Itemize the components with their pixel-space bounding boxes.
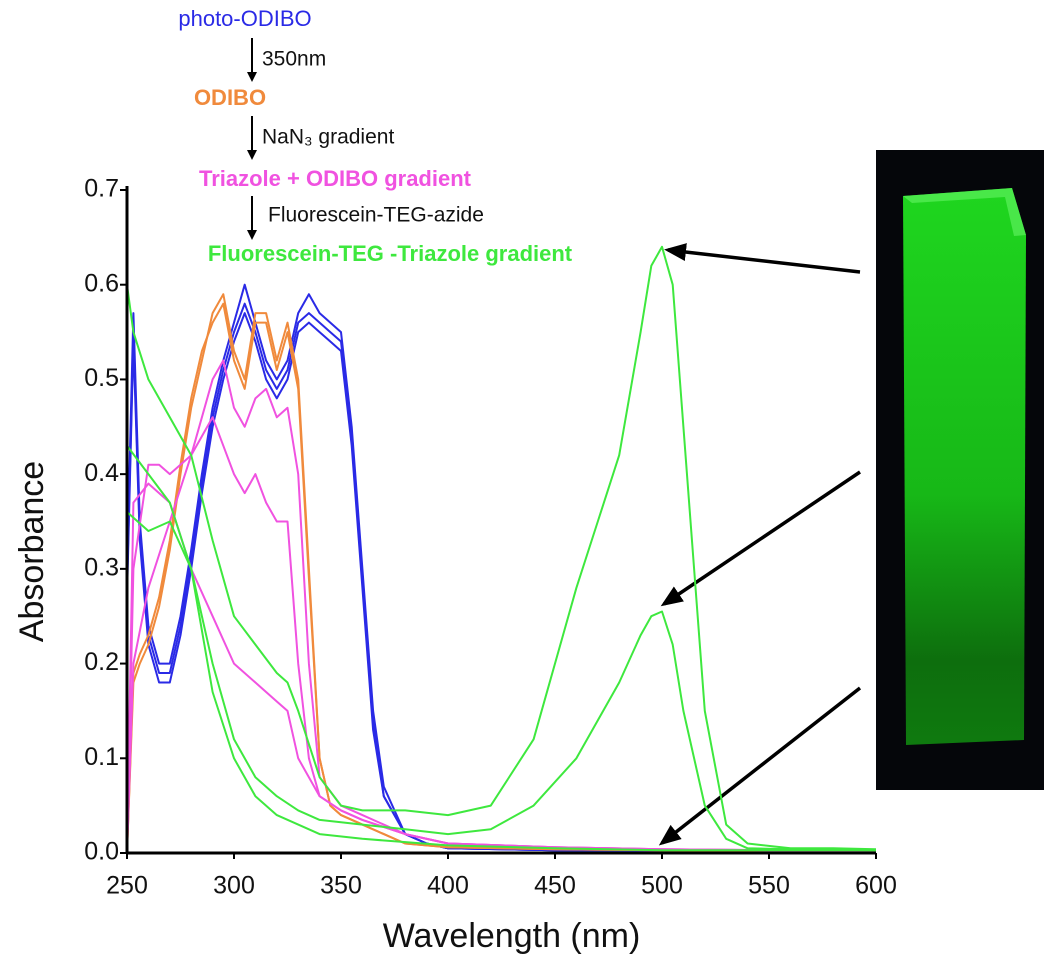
x-axis-title: Wavelength (nm) <box>383 917 641 955</box>
x-tick-label: 250 <box>106 872 148 900</box>
spectrum-line <box>126 302 876 854</box>
legend-label: ODIBO <box>194 85 266 110</box>
y-tick-label: 0.3 <box>84 553 119 581</box>
x-tick-label: 600 <box>855 872 897 900</box>
x-tick-label: 500 <box>641 872 683 900</box>
y-tick-label: 0.0 <box>84 838 119 866</box>
y-tick-label: 0.6 <box>84 269 119 297</box>
legend-label: Triazole + ODIBO gradient <box>199 166 472 191</box>
spectrum-line <box>126 511 876 852</box>
y-axis-title: Absorbance <box>13 461 51 642</box>
y-tick-label: 0.5 <box>84 364 119 392</box>
y-tick-label: 0.4 <box>84 459 119 487</box>
legend-label: Fluorescein-TEG -Triazole gradient <box>208 241 573 266</box>
photo <box>876 150 1044 790</box>
spectrum-line <box>126 359 876 854</box>
plot-area: 0.0 0.1 0.2 0.3 0.4 0.5 0.6 0.7 250 300 350 400 450 5… <box>13 175 897 955</box>
photo-arrows <box>658 243 862 846</box>
y-tick-label: 0.7 <box>84 175 119 203</box>
x-tick-label: 450 <box>534 872 576 900</box>
x-tick-label: 350 <box>320 872 362 900</box>
x-tick-label: 400 <box>427 872 469 900</box>
spectrum-line <box>126 312 876 853</box>
step-label: Fluorescein-TEG-azide <box>268 204 484 227</box>
step-label: NaN₃ gradient <box>262 126 394 149</box>
y-tick-label: 0.2 <box>84 648 119 676</box>
spectrum-line <box>126 245 877 851</box>
legend-label: photo-ODIBO <box>178 6 311 31</box>
step-label: 350nm <box>262 48 326 71</box>
x-tick-label: 300 <box>213 872 255 900</box>
x-tick-label: 550 <box>748 872 790 900</box>
y-tick-label: 0.1 <box>84 743 119 771</box>
spectrum-line <box>126 445 877 852</box>
spectrum-line <box>126 482 876 854</box>
